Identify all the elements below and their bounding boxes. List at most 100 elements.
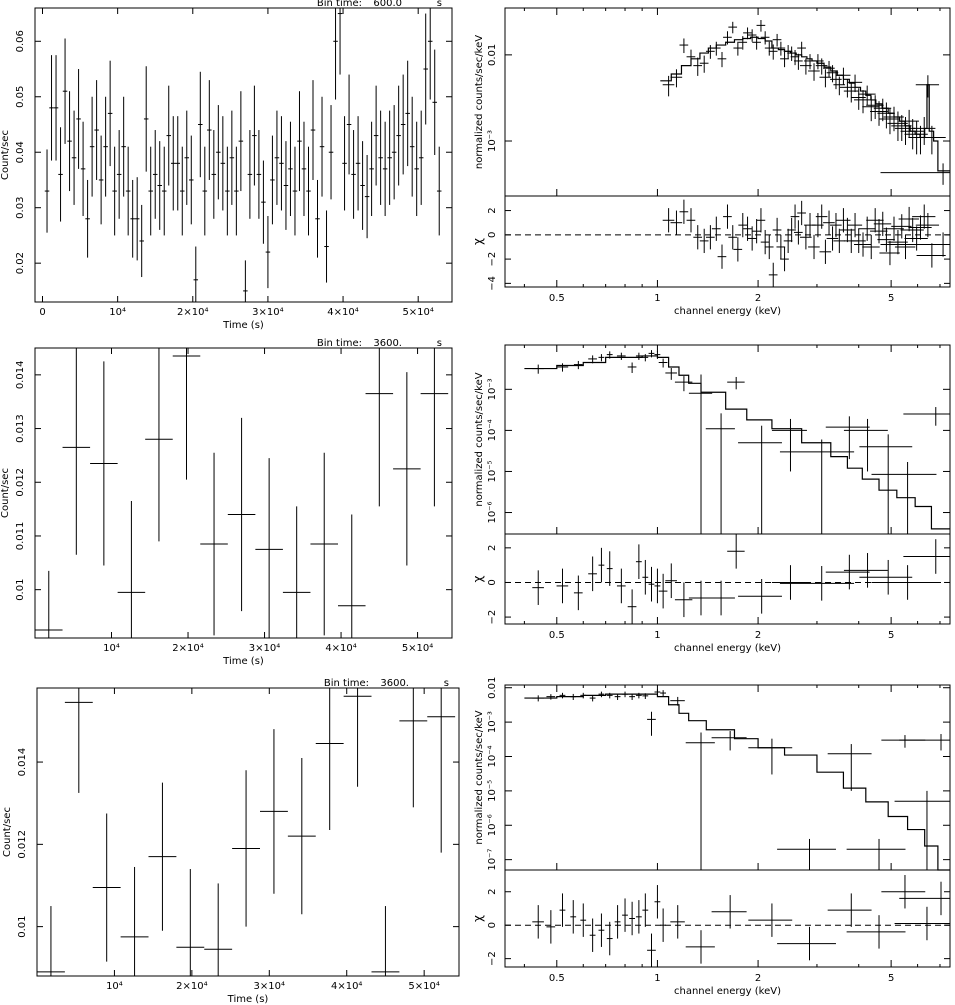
data-point <box>891 115 912 239</box>
data-point <box>35 570 63 638</box>
data-point <box>292 146 298 236</box>
data-point <box>211 130 217 219</box>
data-point <box>125 146 131 236</box>
y-tick-label: 0.01 <box>17 915 28 937</box>
y-tick-label: 0.012 <box>15 468 26 497</box>
data-point <box>355 116 361 211</box>
data-point <box>877 102 895 252</box>
x-tick-label: 5×10⁴ <box>408 981 439 992</box>
bin-time-label: Bin time: <box>324 678 369 689</box>
data-point <box>227 417 256 612</box>
data-point <box>328 105 334 200</box>
data-point <box>337 8 343 75</box>
data-point <box>727 376 745 569</box>
data-point <box>546 694 556 944</box>
y-tick-label: 0.01 <box>15 579 26 601</box>
y-tick-label: 0.05 <box>15 86 26 108</box>
data-point <box>337 514 366 638</box>
x-tick-label: 1 <box>654 973 660 984</box>
data-point <box>743 27 752 241</box>
data-point <box>823 60 835 235</box>
bin-time-value: 600.0 <box>373 0 402 9</box>
data-point <box>665 368 677 599</box>
data-point <box>255 458 283 638</box>
data-point <box>859 434 913 595</box>
data-point <box>642 693 649 927</box>
data-point <box>432 49 437 155</box>
data-point <box>748 738 793 937</box>
data-point <box>64 688 93 793</box>
y-tick-label: 0.012 <box>17 830 28 859</box>
data-point <box>333 8 338 100</box>
data-point <box>270 135 275 225</box>
x-axis-label: channel energy (keV) <box>674 643 781 654</box>
x-tick-label: 2×10⁴ <box>177 307 208 318</box>
data-point <box>688 374 713 616</box>
x-tick-label: 3×10⁴ <box>252 307 283 318</box>
spectrum-frame <box>504 344 951 535</box>
y-axis-label: normalized counts/sec/keV <box>474 372 485 506</box>
data-point <box>648 350 655 602</box>
data-point <box>85 179 90 258</box>
x-tick-label: 0.5 <box>549 630 565 641</box>
data-point <box>879 108 900 266</box>
data-point <box>686 49 696 233</box>
x-tick-label: 3×10⁴ <box>254 981 285 992</box>
data-point <box>418 110 424 205</box>
x-tick-label: 5 <box>888 630 894 641</box>
data-point <box>606 351 613 586</box>
data-point <box>827 744 872 927</box>
data-point <box>288 121 293 217</box>
data-point <box>121 96 126 197</box>
x-tick-label: 5 <box>888 293 894 304</box>
data-point <box>107 60 113 167</box>
x-axis-label: channel energy (keV) <box>674 306 781 317</box>
data-point <box>161 146 167 236</box>
data-point <box>202 146 208 236</box>
x-axis-label: channel energy (keV) <box>674 986 781 997</box>
data-point <box>229 110 235 205</box>
data-point <box>343 688 372 787</box>
data-point <box>297 91 302 192</box>
model-line <box>524 693 950 871</box>
data-point <box>642 354 649 595</box>
data-point <box>756 19 766 233</box>
data-point <box>287 757 316 915</box>
data-point <box>627 362 637 624</box>
y-tick-label: 10⁻³ <box>487 130 498 152</box>
data-point <box>207 80 212 180</box>
data-point <box>399 688 428 808</box>
data-point <box>420 348 449 507</box>
bin-time-unit: s <box>437 338 442 349</box>
x-tick-label: 2×10⁴ <box>172 643 203 654</box>
data-point <box>685 732 715 964</box>
x-tick-label: 3×10⁴ <box>249 643 280 654</box>
data-point <box>790 49 800 229</box>
x-tick-label: 5×10⁴ <box>402 643 433 654</box>
data-point <box>176 869 205 976</box>
data-point <box>200 452 228 636</box>
data-point <box>170 116 176 211</box>
y-tick-label: 0.03 <box>15 197 26 219</box>
data-point <box>274 110 280 205</box>
data-point <box>606 692 613 956</box>
data-point <box>409 96 415 197</box>
data-point <box>915 75 940 238</box>
data-point <box>573 360 583 611</box>
data-point <box>405 60 410 167</box>
data-point <box>76 69 81 169</box>
data-point <box>752 36 761 244</box>
data-point <box>103 96 108 197</box>
y-tick-label: 0.06 <box>15 30 26 52</box>
model-line <box>524 355 950 530</box>
data-point <box>768 44 778 287</box>
data-point <box>232 770 261 927</box>
data-point <box>699 55 709 254</box>
data-point <box>225 146 230 236</box>
residual-tick-label: 2 <box>487 545 498 551</box>
spectrum-frame <box>504 684 951 871</box>
y-tick-label: 0.01 <box>487 44 498 66</box>
data-point <box>143 66 149 172</box>
y-tick-label: 0.014 <box>15 361 26 390</box>
data-point <box>797 41 806 226</box>
